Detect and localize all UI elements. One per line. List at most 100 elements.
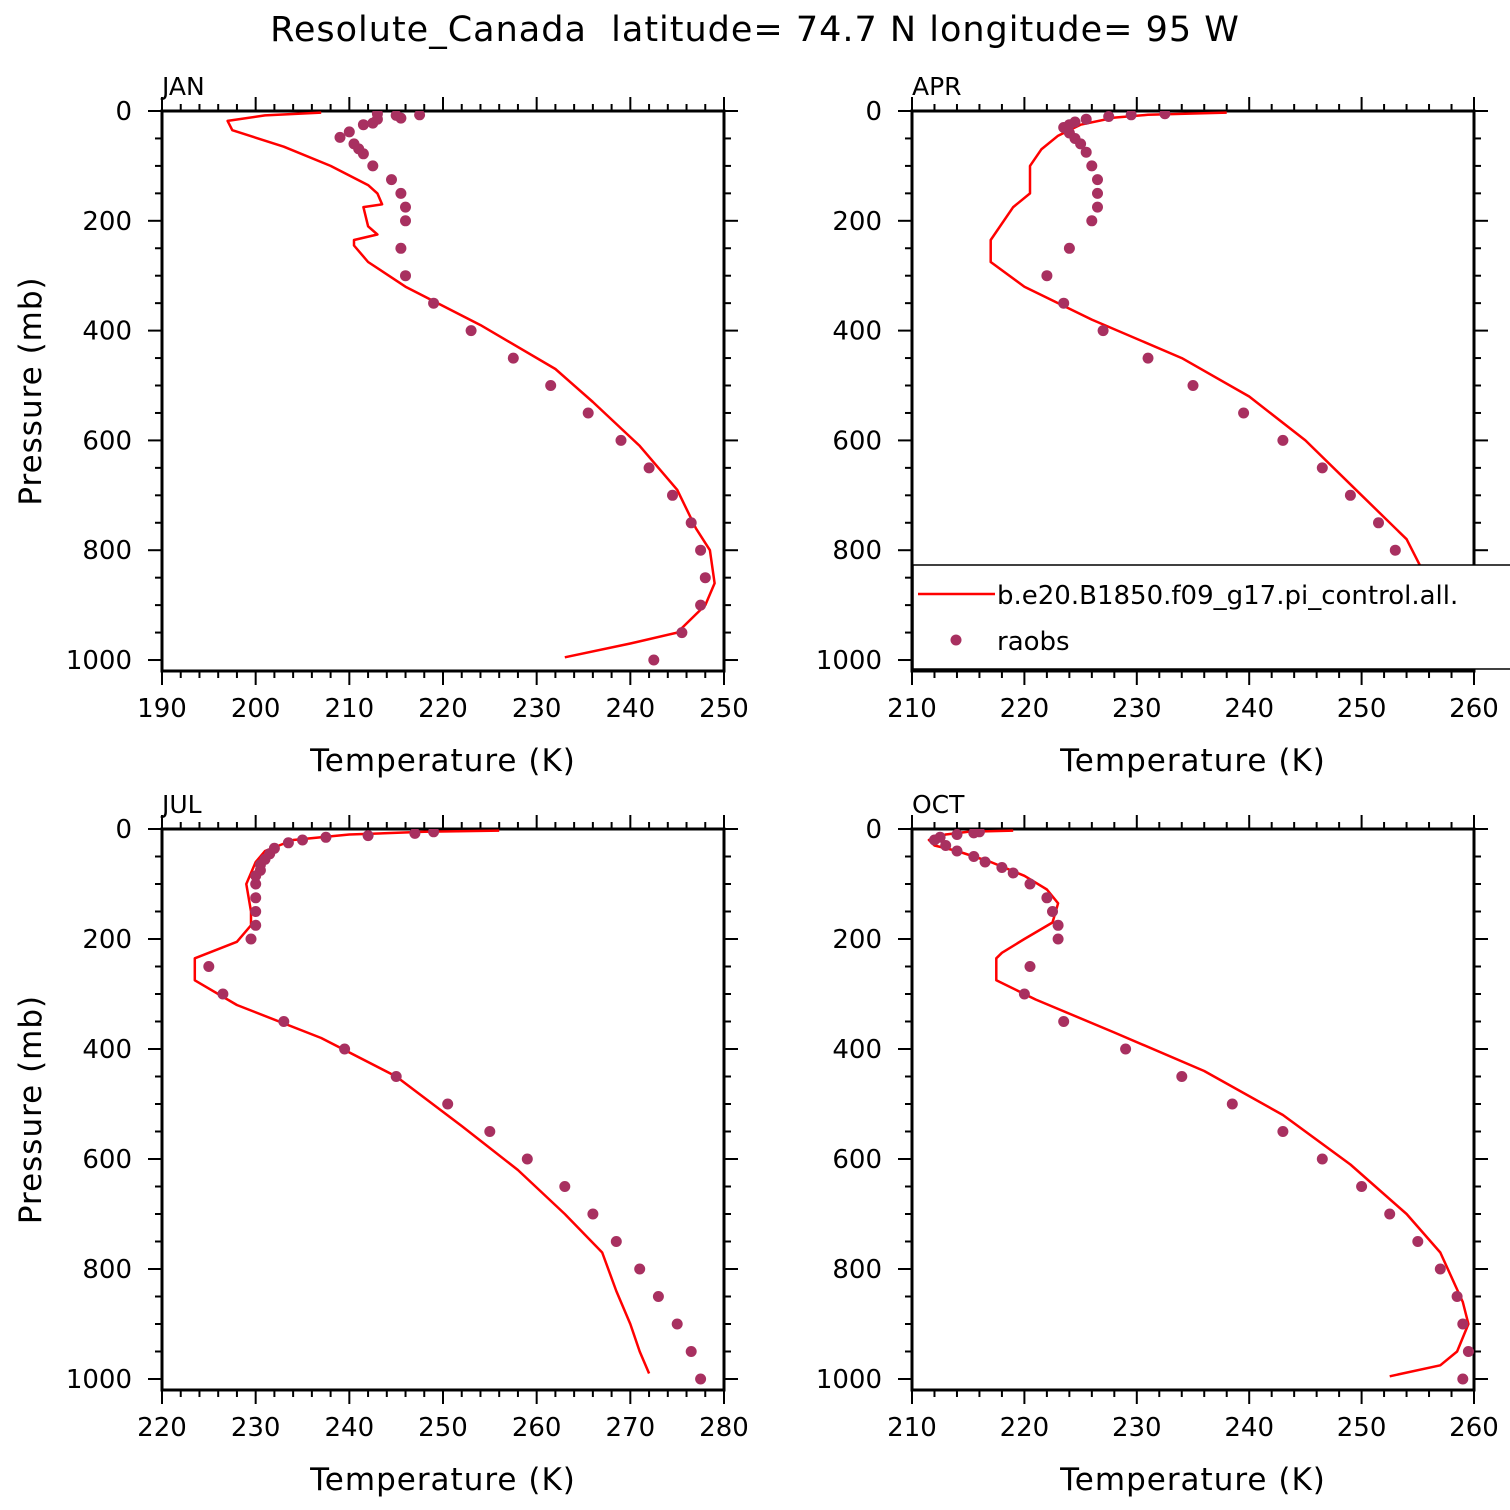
plot-frame: [160, 109, 726, 673]
y-tick-label: 200: [832, 925, 882, 955]
raobs-point: [343, 126, 355, 138]
y-tick-label: 400: [82, 317, 132, 347]
raobs-point: [610, 1236, 622, 1247]
raobs-point: [1316, 462, 1328, 474]
raobs-point: [615, 434, 627, 446]
x-tick-label: 230: [1112, 1413, 1162, 1443]
data-layer: [226, 111, 716, 666]
raobs-point: [1052, 919, 1064, 931]
x-tick-label: 210: [887, 1413, 937, 1443]
raobs-point: [278, 1016, 290, 1027]
raobs-point: [634, 1263, 646, 1275]
x-tick-label: 240: [1224, 1413, 1274, 1443]
raobs-point: [1125, 111, 1137, 121]
legend-obs-label: raobs: [997, 627, 1070, 657]
raobs-point: [979, 856, 991, 868]
raobs-point: [395, 187, 407, 199]
raobs-point: [1024, 878, 1036, 890]
x-tick-label: 220: [418, 694, 468, 724]
raobs-point: [395, 242, 407, 254]
data-layer: [927, 829, 1474, 1385]
raobs-point: [667, 489, 678, 501]
raobs-point: [367, 160, 379, 172]
raobs-point: [1373, 517, 1384, 529]
raobs-point: [250, 878, 262, 890]
raobs-point: [250, 892, 262, 904]
y-tick-label: 1000: [66, 1365, 132, 1395]
x-tick-label: 210: [325, 694, 375, 724]
x-axis-label: Temperature (K): [1059, 743, 1326, 779]
raobs-point: [1277, 434, 1289, 446]
raobs-point: [1412, 1236, 1424, 1247]
raobs-point: [940, 840, 952, 851]
y-tick-label: 200: [82, 207, 132, 237]
raobs-point: [1159, 111, 1171, 120]
x-tick-label: 240: [606, 694, 656, 724]
legend-obs-swatch: [950, 634, 962, 646]
raobs-point: [1018, 988, 1030, 1000]
raobs-point: [250, 870, 262, 882]
x-tick-label: 220: [1000, 1413, 1050, 1443]
raobs-point: [1384, 1208, 1396, 1220]
x-tick-label: 260: [512, 1413, 562, 1443]
y-tick-label: 400: [82, 1035, 132, 1065]
raobs-point: [1120, 1043, 1132, 1055]
raobs-point: [1092, 174, 1103, 186]
raobs-point: [245, 933, 257, 945]
raobs-point: [367, 117, 379, 129]
raobs-point: [695, 599, 707, 611]
raobs-point: [1462, 1346, 1474, 1357]
raobs-point: [409, 829, 421, 839]
raobs-point: [390, 1071, 402, 1082]
raobs-point: [414, 111, 426, 121]
raobs-point: [1041, 892, 1053, 904]
x-tick-label: 250: [1337, 694, 1387, 724]
data-layer: [193, 829, 707, 1385]
y-axis-label: Pressure (mb): [13, 276, 49, 505]
x-tick-label: 260: [1449, 694, 1499, 724]
raobs-point: [400, 201, 411, 213]
raobs-point: [1058, 1016, 1070, 1027]
raobs-point: [1086, 160, 1098, 172]
model-line: [927, 829, 1470, 1378]
raobs-point: [334, 131, 346, 143]
raobs-point: [685, 517, 697, 529]
plot-frame: [160, 827, 726, 1392]
raobs-point: [1092, 187, 1103, 199]
raobs-point: [400, 215, 411, 227]
raobs-point: [1142, 352, 1154, 364]
x-tick-label: 230: [231, 1413, 281, 1443]
y-tick-label: 0: [865, 97, 882, 127]
raobs-point: [362, 830, 374, 842]
y-axis-label: Pressure (mb): [13, 995, 49, 1224]
x-tick-label: 240: [1224, 694, 1274, 724]
raobs-point: [1080, 113, 1092, 125]
raobs-point: [1451, 1291, 1463, 1302]
raobs-point: [676, 627, 688, 639]
panel-label: JAN: [160, 72, 205, 101]
raobs-point: [1041, 270, 1053, 282]
raobs-point: [1052, 933, 1064, 945]
raobs-point: [1187, 380, 1199, 391]
raobs-point: [465, 325, 477, 337]
x-tick-label: 260: [1449, 1413, 1499, 1443]
plot-frame: [910, 109, 1476, 673]
x-tick-label: 280: [699, 1413, 749, 1443]
raobs-point: [652, 1291, 664, 1302]
raobs-point: [695, 544, 707, 556]
raobs-point: [1176, 1071, 1188, 1082]
y-tick-label: 600: [832, 1145, 882, 1175]
x-axis-label: Temperature (K): [309, 743, 576, 779]
raobs-point: [1457, 1373, 1469, 1385]
raobs-point: [1047, 906, 1058, 917]
raobs-point: [1080, 146, 1092, 158]
raobs-point: [1024, 961, 1036, 972]
raobs-point: [428, 829, 440, 838]
raobs-point: [587, 1208, 599, 1220]
y-tick-label: 800: [82, 1255, 132, 1285]
raobs-point: [428, 297, 440, 309]
y-tick-label: 800: [832, 1255, 882, 1285]
x-tick-label: 210: [887, 694, 937, 724]
x-tick-label: 250: [418, 1413, 468, 1443]
